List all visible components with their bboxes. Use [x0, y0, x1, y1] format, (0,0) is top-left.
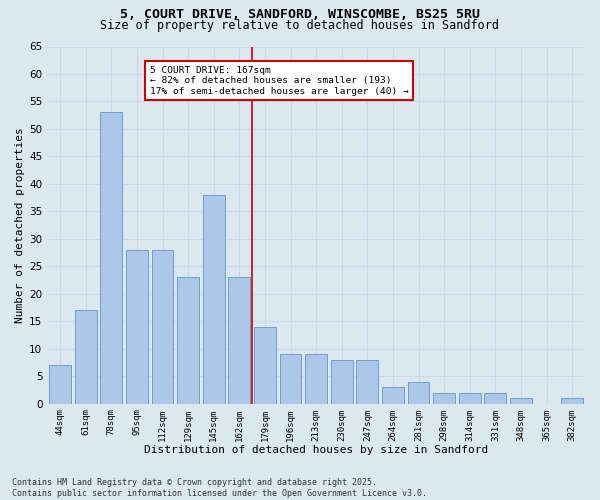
- Bar: [152, 250, 173, 404]
- Y-axis label: Number of detached properties: Number of detached properties: [15, 127, 25, 323]
- Text: Size of property relative to detached houses in Sandford: Size of property relative to detached ho…: [101, 18, 499, 32]
- Bar: [203, 195, 224, 404]
- Bar: [562, 398, 583, 404]
- Bar: [484, 392, 506, 404]
- Bar: [100, 112, 122, 404]
- Bar: [331, 360, 353, 404]
- Text: 5 COURT DRIVE: 167sqm
← 82% of detached houses are smaller (193)
17% of semi-det: 5 COURT DRIVE: 167sqm ← 82% of detached …: [150, 66, 409, 96]
- Bar: [49, 366, 71, 404]
- Bar: [407, 382, 430, 404]
- Bar: [433, 392, 455, 404]
- X-axis label: Distribution of detached houses by size in Sandford: Distribution of detached houses by size …: [144, 445, 488, 455]
- Bar: [305, 354, 327, 404]
- Bar: [254, 327, 276, 404]
- Bar: [356, 360, 378, 404]
- Bar: [510, 398, 532, 404]
- Bar: [382, 387, 404, 404]
- Bar: [280, 354, 301, 404]
- Bar: [126, 250, 148, 404]
- Bar: [459, 392, 481, 404]
- Text: 5, COURT DRIVE, SANDFORD, WINSCOMBE, BS25 5RU: 5, COURT DRIVE, SANDFORD, WINSCOMBE, BS2…: [120, 8, 480, 20]
- Bar: [177, 278, 199, 404]
- Bar: [229, 278, 250, 404]
- Text: Contains HM Land Registry data © Crown copyright and database right 2025.
Contai: Contains HM Land Registry data © Crown c…: [12, 478, 427, 498]
- Bar: [75, 310, 97, 404]
